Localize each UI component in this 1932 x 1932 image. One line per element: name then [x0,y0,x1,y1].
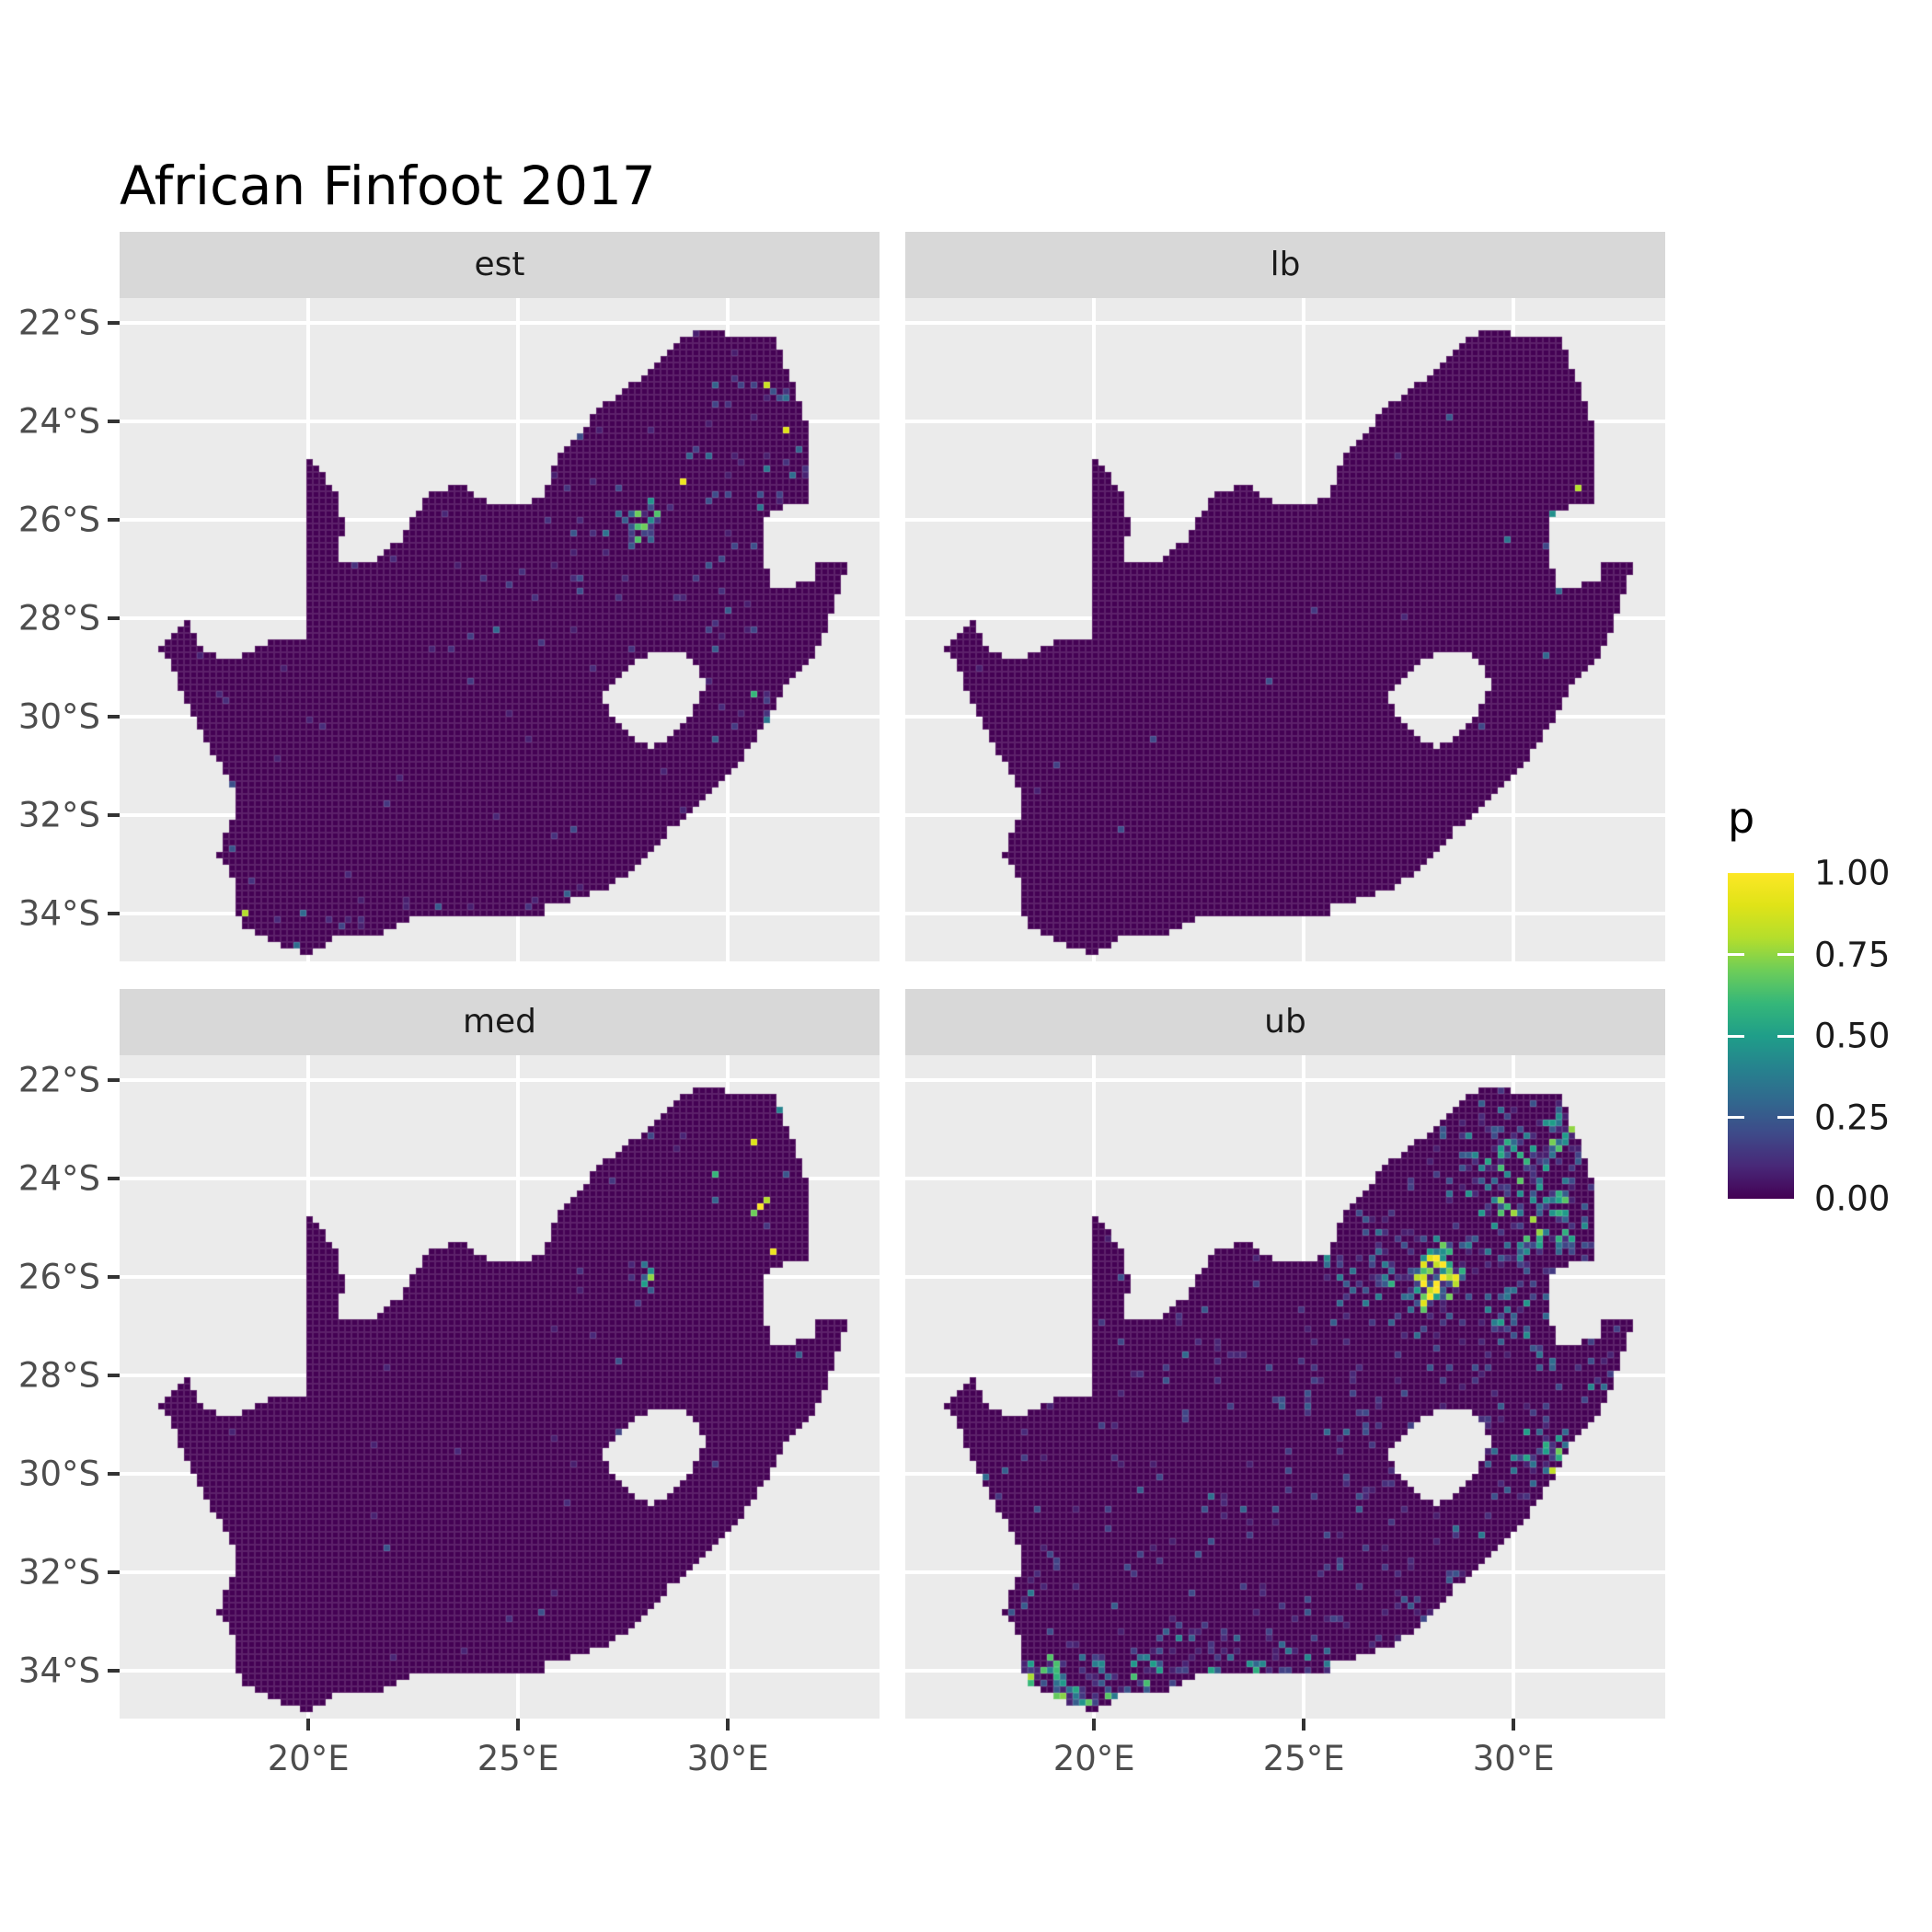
map-raster-est [120,298,880,961]
map-raster-med [120,1055,880,1719]
facet-panel-lb [905,298,1665,961]
y-axis-tick-label: 30°S [17,696,100,737]
y-axis-tick-label: 24°S [17,1158,100,1199]
y-axis-tick-label: 22°S [17,303,100,343]
y-axis-tick [108,1668,120,1673]
legend-tick-label: 0.00 [1814,1179,1891,1219]
x-axis-tick-label: 25°E [477,1739,559,1778]
y-axis-tick-label: 32°S [17,1552,100,1593]
x-axis-tick [1092,1719,1097,1731]
y-axis-tick-label: 26°S [17,500,100,540]
x-axis-tick [1512,1719,1516,1731]
y-axis-tick [108,1077,120,1082]
x-axis-tick [306,1719,311,1731]
y-axis-tick-label: 34°S [17,893,100,934]
facet-strip-ub: ub [905,989,1665,1055]
y-axis-tick [108,517,120,522]
y-axis-tick [108,714,120,719]
facet-strip-lb: lb [905,232,1665,298]
facet-panel-ub [905,1055,1665,1719]
y-axis-tick [108,911,120,915]
y-axis-tick [108,1570,120,1574]
legend-tick-mark [1728,953,1744,956]
y-axis-tick-label: 24°S [17,401,100,442]
facet-strip-est: est [120,232,880,298]
y-axis-tick-label: 34°S [17,1650,100,1691]
legend-tick-label: 0.75 [1814,935,1891,974]
facet-lb: lb [905,232,1665,961]
facet-strip-med: med [120,989,880,1055]
y-axis-tick-label: 22°S [17,1060,100,1100]
legend-tick-label: 0.50 [1814,1016,1891,1056]
facet-panel-est [120,298,880,961]
legend-tick-mark [1777,1116,1794,1119]
y-axis-tick [108,320,120,325]
y-axis-tick [108,419,120,423]
x-axis-tick-label: 20°E [267,1739,350,1778]
facet-est: est [120,232,880,961]
legend-title: p [1728,793,1755,843]
x-axis-tick [1302,1719,1306,1731]
legend-tick-mark [1777,1034,1794,1038]
map-raster-ub [905,1055,1665,1719]
y-axis-tick [108,1471,120,1476]
x-axis-tick-label: 30°E [1472,1739,1555,1778]
y-axis-tick-label: 26°S [17,1257,100,1297]
x-axis-tick [726,1719,730,1731]
x-axis-tick [516,1719,521,1731]
y-axis-tick [108,1373,120,1377]
facet-panel-med [120,1055,880,1719]
y-axis-tick-label: 28°S [17,598,100,638]
x-axis-tick-label: 25°E [1262,1739,1345,1778]
map-raster-lb [905,298,1665,961]
y-axis-tick-label: 32°S [17,795,100,835]
legend-tick-mark [1728,1116,1744,1119]
y-axis-tick [108,615,120,620]
x-axis-tick-label: 20°E [1052,1739,1135,1778]
legend-tick-mark [1777,953,1794,956]
y-axis-tick [108,812,120,817]
y-axis-tick [108,1274,120,1279]
legend-tick-label: 1.00 [1814,853,1891,893]
facet-ub: ub [905,989,1665,1719]
facet-med: med [120,989,880,1719]
legend-tick-mark [1728,1034,1744,1038]
legend-tick-label: 0.25 [1814,1098,1891,1137]
y-axis-tick-label: 30°S [17,1454,100,1494]
y-axis-tick [108,1176,120,1180]
plot-title: African Finfoot 2017 [120,155,656,217]
x-axis-tick-label: 30°E [686,1739,769,1778]
y-axis-tick-label: 28°S [17,1355,100,1396]
